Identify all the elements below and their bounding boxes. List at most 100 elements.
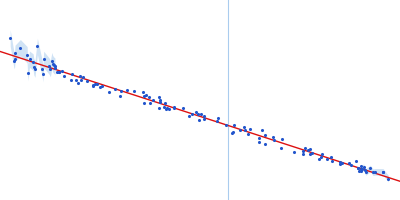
Point	[90, 84, 97, 87]
Point	[147, 102, 154, 105]
Point	[337, 160, 343, 163]
Point	[40, 72, 46, 75]
Point	[339, 162, 346, 165]
Point	[198, 113, 204, 116]
Point	[355, 167, 362, 170]
Point	[346, 161, 352, 164]
Point	[304, 149, 311, 152]
Point	[347, 163, 354, 166]
Point	[61, 74, 68, 77]
Point	[156, 106, 162, 110]
Point	[171, 107, 177, 110]
Point	[68, 73, 75, 76]
Point	[80, 75, 87, 79]
Point	[242, 129, 249, 132]
Point	[319, 152, 325, 156]
Point	[78, 79, 84, 82]
Point	[99, 84, 105, 87]
Point	[162, 107, 169, 110]
Point	[363, 170, 369, 174]
Point	[34, 45, 40, 48]
Point	[24, 53, 30, 56]
Point	[256, 136, 262, 140]
Point	[46, 65, 52, 68]
Point	[73, 79, 79, 82]
Point	[380, 170, 386, 173]
Point	[7, 36, 13, 39]
Point	[278, 147, 284, 150]
Point	[261, 142, 268, 145]
Point	[324, 157, 330, 160]
Point	[256, 141, 263, 144]
Point	[84, 80, 90, 83]
Point	[186, 114, 192, 117]
Point	[157, 100, 163, 103]
Point	[307, 152, 313, 155]
Point	[118, 90, 124, 93]
Point	[112, 87, 118, 90]
Point	[52, 67, 58, 70]
Point	[77, 75, 83, 78]
Point	[92, 83, 99, 86]
Point	[385, 177, 392, 180]
Point	[237, 129, 244, 132]
Point	[231, 124, 238, 127]
Point	[131, 90, 138, 93]
Point	[192, 110, 199, 113]
Point	[244, 133, 251, 136]
Point	[157, 98, 164, 102]
Point	[26, 58, 33, 61]
Point	[352, 160, 359, 163]
Point	[262, 134, 268, 137]
Point	[302, 146, 308, 149]
Point	[39, 67, 46, 71]
Point	[90, 84, 97, 87]
Point	[247, 127, 253, 131]
Point	[140, 91, 146, 94]
Point	[329, 160, 335, 163]
Point	[52, 65, 58, 68]
Point	[170, 106, 177, 109]
Point	[51, 64, 57, 67]
Point	[94, 82, 100, 86]
Point	[358, 169, 364, 173]
Point	[291, 150, 297, 153]
Point	[106, 90, 112, 94]
Point	[156, 95, 162, 98]
Point	[164, 107, 170, 110]
Point	[228, 131, 235, 134]
Point	[258, 128, 265, 131]
Point	[189, 113, 195, 116]
Point	[161, 105, 167, 109]
Point	[358, 167, 364, 170]
Point	[309, 152, 315, 155]
Point	[25, 71, 31, 74]
Point	[230, 130, 236, 133]
Point	[56, 71, 63, 74]
Point	[40, 58, 47, 61]
Point	[200, 115, 207, 118]
Point	[124, 89, 130, 92]
Point	[356, 170, 362, 173]
Point	[372, 170, 378, 173]
Point	[360, 165, 367, 169]
Point	[362, 169, 368, 172]
Point	[194, 112, 201, 115]
Point	[196, 119, 202, 122]
Point	[150, 98, 156, 101]
Point	[380, 170, 386, 174]
Point	[17, 46, 24, 49]
Point	[50, 62, 56, 65]
Point	[278, 138, 285, 141]
Point	[141, 94, 148, 97]
Point	[215, 117, 222, 120]
Point	[180, 106, 186, 109]
Point	[358, 167, 365, 171]
Point	[358, 165, 364, 168]
Point	[367, 167, 374, 170]
Point	[58, 69, 65, 72]
Point	[162, 101, 168, 105]
Point	[55, 70, 62, 73]
Point	[200, 118, 207, 121]
Point	[337, 162, 343, 165]
